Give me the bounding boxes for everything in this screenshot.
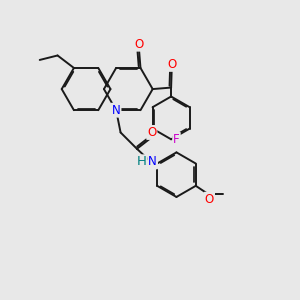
- Text: N: N: [112, 104, 121, 117]
- Text: O: O: [147, 126, 156, 139]
- Text: O: O: [167, 58, 176, 71]
- Text: O: O: [205, 193, 214, 206]
- Text: O: O: [134, 38, 144, 51]
- Text: H: H: [136, 155, 146, 168]
- Text: F: F: [173, 133, 180, 146]
- Text: N: N: [148, 155, 157, 168]
